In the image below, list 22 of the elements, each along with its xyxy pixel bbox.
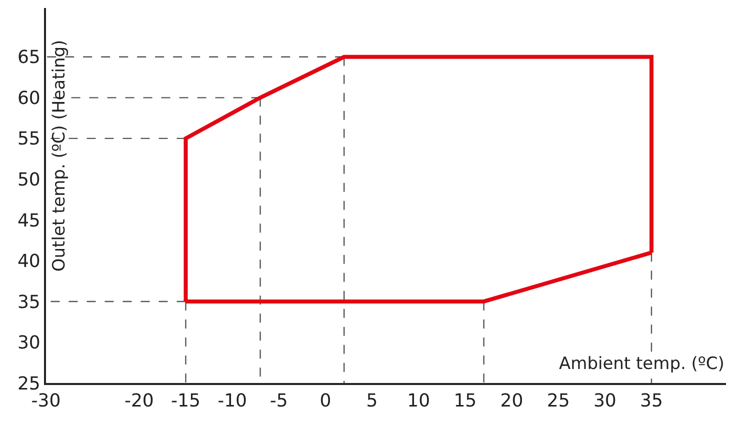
y-axis-title: Outlet temp. (ºC) (Heating): [50, 40, 70, 272]
x-tick-label: 10: [407, 390, 430, 412]
x-tick-label: -5: [270, 390, 288, 412]
y-tick-label: 40: [17, 251, 40, 272]
x-tick-label: -15: [171, 390, 200, 412]
x-tick-label: 5: [366, 390, 378, 412]
x-tick-label: 35: [640, 390, 663, 412]
x-tick-label: -10: [218, 390, 248, 412]
x-tick-label: 15: [454, 390, 477, 412]
y-tick-label: 60: [17, 88, 40, 109]
x-axis-title: Ambient temp. (ºC): [559, 354, 724, 374]
x-tick-label: 0: [320, 390, 332, 412]
x-tick-label: 25: [546, 390, 570, 412]
x-tick-label: 20: [500, 390, 524, 412]
y-tick-label: 45: [17, 210, 40, 232]
y-tick-label: 35: [17, 292, 40, 313]
y-tick-label: 65: [17, 47, 40, 68]
y-tick-label: 55: [17, 128, 40, 150]
y-tick-label: 30: [17, 332, 40, 354]
x-tick-label: -20: [124, 390, 154, 412]
y-tick-label: 50: [17, 170, 40, 190]
x-tick-label: 30: [593, 390, 616, 412]
